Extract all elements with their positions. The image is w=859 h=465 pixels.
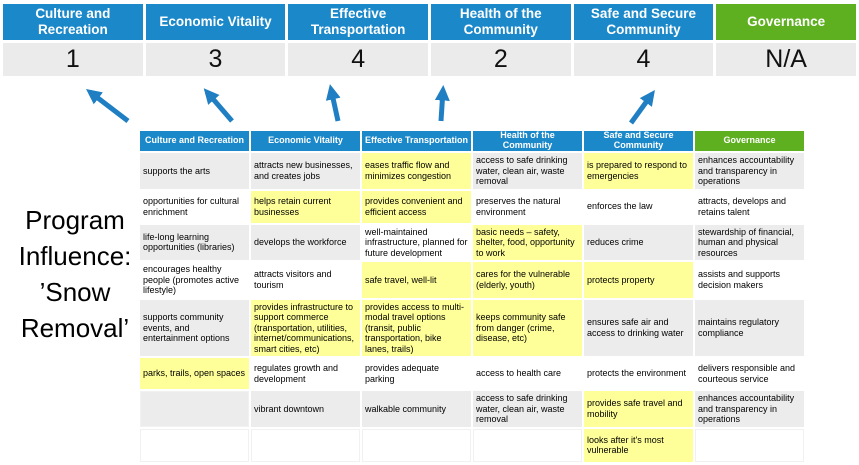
matrix-cell-r5c2: provides infrastructure to support comme… (251, 299, 360, 356)
matrix-cell-r6c5: protects the environment (584, 358, 693, 389)
summary-header-4: Safe and Secure Community (573, 4, 714, 40)
summary-header-2: Effective Transportation (288, 4, 428, 40)
matrix-cell-r2c5: enforces the law (584, 190, 693, 223)
matrix-row-5: supports community events, and entertain… (140, 299, 804, 356)
matrix-cell-r8c5: looks after it's most vulnerable (584, 428, 693, 462)
summary-score-4: 4 (573, 43, 714, 76)
matrix-header-row: Culture and Recreation Economic Vitality E… (140, 130, 804, 151)
arrow-effective-transportation (325, 84, 341, 122)
matrix-cell-r2c4: preserves the natural environment (473, 190, 582, 223)
matrix-cell-r1c1: supports the arts (140, 153, 249, 189)
summary-score-5: N/A (716, 43, 856, 76)
matrix-cell-r7c3: walkable community (362, 391, 471, 427)
matrix-cell-r1c6: enhances accountability and transparency… (695, 153, 804, 189)
matrix-header-4: Safe and Secure Community (584, 130, 693, 151)
matrix-cell-r2c6: attracts, develops and retains talent (695, 190, 804, 223)
matrix-row-3: life-long learning opportunities (librar… (140, 224, 804, 260)
matrix-cell-r5c4: keeps community safe from danger (crime,… (473, 299, 582, 356)
matrix-cell-r7c4: access to safe drinking water, clean air… (473, 391, 582, 427)
summary-score-0: 1 (3, 43, 143, 76)
matrix-header-0: Culture and Recreation (140, 131, 249, 151)
matrix-cell-r5c6: maintains regulatory compliance (695, 299, 804, 356)
matrix-cell-r2c3: provides convenient and efficient access (362, 190, 471, 223)
matrix-cell-r4c1: encourages healthy people (promotes acti… (140, 262, 249, 298)
matrix-cell-r6c3: provides adequate parking (362, 358, 471, 389)
arrow-economic-vitality (203, 88, 234, 123)
matrix-cell-r7c6: enhances accountability and transparency… (695, 391, 804, 427)
matrix-cell-r1c4: access to safe drinking water, clean air… (473, 153, 582, 189)
matrix-row-2: opportunities for cultural enrichment hel… (140, 190, 804, 223)
matrix-cell-r3c1: life-long learning opportunities (librar… (140, 224, 249, 260)
matrix-cell-r8c1 (140, 428, 249, 462)
matrix-cell-r5c3: provides access to multi-modal travel op… (362, 299, 471, 356)
matrix-cell-r5c1: supports community events, and entertain… (140, 299, 249, 356)
matrix-cell-r1c3: eases traffic flow and minimizes congest… (362, 153, 471, 189)
matrix-cell-r2c1: opportunities for cultural enrichment (140, 190, 249, 223)
matrix-cell-r3c6: stewardship of financial, human and phys… (695, 224, 804, 260)
summary-score-row: 1 3 4 2 4 N/A (3, 43, 856, 76)
matrix-cell-r8c3 (362, 428, 471, 462)
summary-score-2: 4 (288, 43, 428, 76)
summary-score-1: 3 (145, 43, 286, 76)
matrix-cell-r4c3: safe travel, well-lit (362, 262, 471, 298)
matrix-cell-r6c1: parks, trails, open spaces (140, 358, 249, 389)
program-title: Program Influence: ’Snow Removal’ (18, 205, 132, 343)
arrow-safe-secure-community (628, 89, 655, 125)
matrix-header-1: Economic Vitality (251, 131, 360, 151)
matrix-cell-r8c2 (251, 428, 360, 462)
summary-header-5: Governance (716, 4, 856, 40)
matrix-header-3: Health of the Community (473, 130, 582, 151)
matrix-cell-r4c6: assists and supports decision makers (695, 262, 804, 298)
summary-header-3: Health of the Community (430, 4, 571, 40)
matrix-header-5: Governance (695, 131, 804, 151)
matrix-cell-r8c6 (695, 428, 804, 462)
matrix-row-4: encourages healthy people (promotes acti… (140, 262, 804, 298)
matrix-row-1: supports the arts attracts new businesses… (140, 153, 804, 189)
matrix-row-8: looks after it's most vulnerable (140, 428, 804, 462)
arrow-culture-recreation (86, 88, 130, 123)
influence-arrows (86, 84, 655, 125)
matrix-cell-r8c4 (473, 428, 582, 462)
matrix-cell-r6c2: regulates growth and development (251, 358, 360, 389)
summary-header-row: Culture and Recreation Economic Vitality E… (3, 4, 856, 40)
summary-table: Culture and Recreation Economic Vitality E… (0, 1, 859, 79)
matrix-header-2: Effective Transportation (362, 131, 471, 151)
matrix-cell-r6c4: access to health care (473, 358, 582, 389)
summary-score-3: 2 (430, 43, 571, 76)
matrix-cell-r4c5: protects property (584, 262, 693, 298)
matrix-cell-r1c5: is prepared to respond to emergencies (584, 153, 693, 189)
matrix-cell-r1c2: attracts new businesses, and creates job… (251, 153, 360, 189)
matrix-cell-r6c6: delivers responsible and courteous servi… (695, 358, 804, 389)
matrix-cell-r3c2: develops the workforce (251, 224, 360, 260)
summary-header-1: Economic Vitality (145, 4, 286, 40)
matrix-cell-r7c2: vibrant downtown (251, 391, 360, 427)
matrix-cell-r3c5: reduces crime (584, 224, 693, 260)
matrix-cell-r5c5: ensures safe air and access to drinking … (584, 299, 693, 356)
matrix-cell-r4c2: attracts visitors and tourism (251, 262, 360, 298)
arrow-health-community (434, 85, 450, 122)
matrix-cell-r4c4: cares for the vulnerable (elderly, youth… (473, 262, 582, 298)
matrix-row-6: parks, trails, open spaces regulates grow… (140, 358, 804, 389)
matrix-cell-r7c5: provides safe travel and mobility (584, 391, 693, 427)
matrix-row-7: vibrant downtown walkable community access… (140, 391, 804, 427)
matrix-table: Culture and Recreation Economic Vitality E… (138, 129, 806, 464)
summary-header-0: Culture and Recreation (3, 4, 143, 40)
matrix-cell-r7c1 (140, 391, 249, 427)
matrix-cell-r3c3: well-maintained infrastructure, planned … (362, 224, 471, 260)
matrix-cell-r3c4: basic needs – safety, shelter, food, opp… (473, 224, 582, 260)
matrix-cell-r2c2: helps retain current businesses (251, 190, 360, 223)
